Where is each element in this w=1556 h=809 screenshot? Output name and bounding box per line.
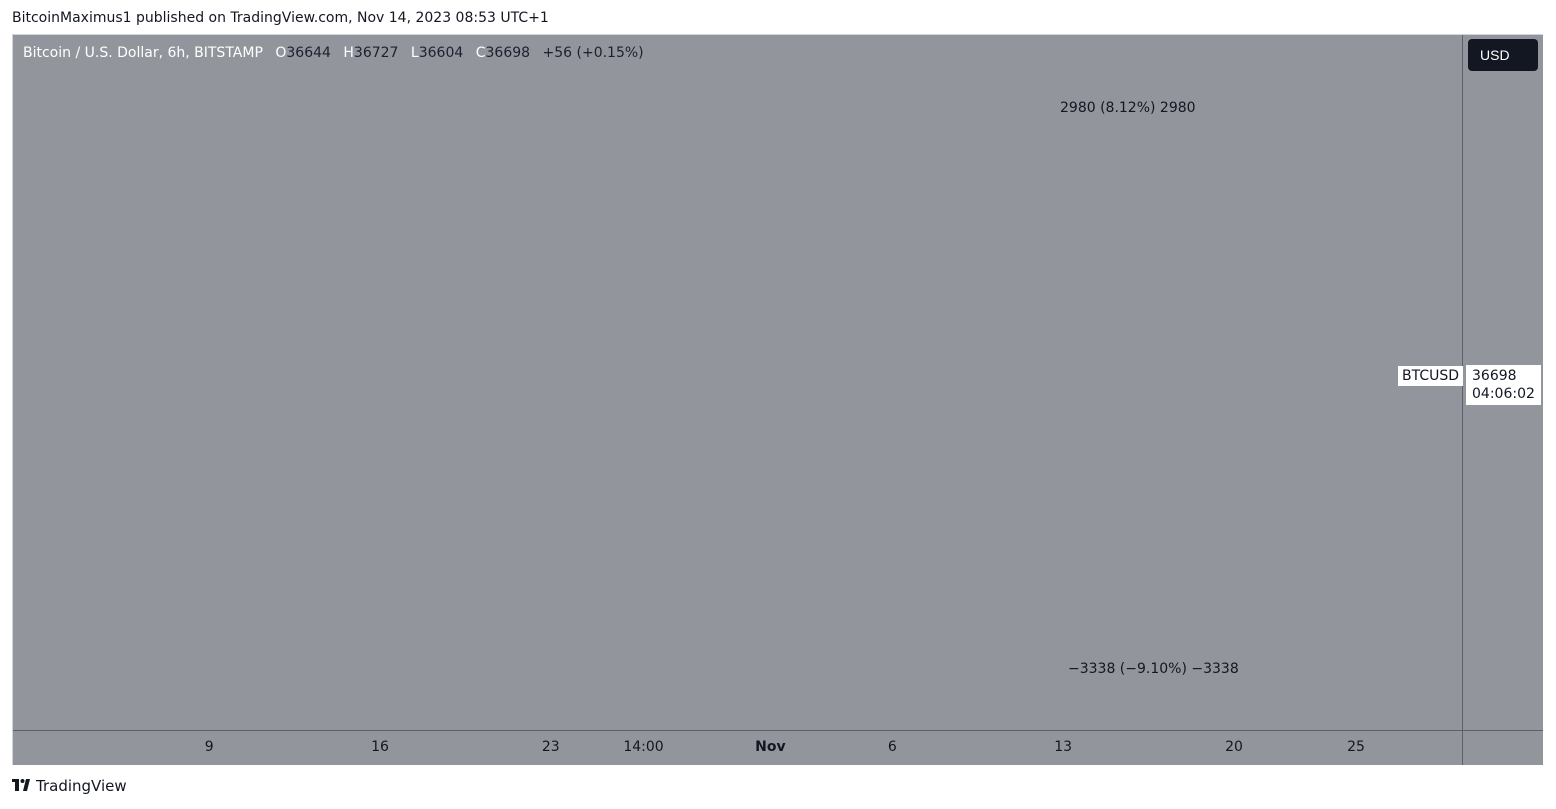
- change-value: +56 (+0.15%): [542, 45, 644, 61]
- time-tick-label: 25: [1347, 739, 1365, 755]
- axis-corner: [1462, 730, 1543, 765]
- time-axis[interactable]: [13, 730, 1462, 765]
- time-tick-label: 14:00: [623, 739, 664, 755]
- high-value: 36727: [353, 45, 399, 61]
- open-value: 36644: [286, 45, 331, 61]
- open-label: O: [275, 45, 287, 61]
- time-tick-label: 6: [887, 739, 897, 755]
- footer-brand-text: TradingView: [36, 777, 127, 795]
- symbol-info: Bitcoin / U.S. Dollar, 6h, BITSTAMP O366…: [23, 45, 644, 61]
- target-gain-label: 2980 (8.12%) 2980: [1060, 100, 1196, 116]
- last-price-value: 36698: [1472, 368, 1517, 384]
- time-tick-label: 16: [371, 739, 389, 755]
- symbol-title: Bitcoin / U.S. Dollar, 6h, BITSTAMP: [23, 45, 263, 61]
- tradingview-logo-icon: [12, 777, 30, 795]
- bar-countdown: 04:06:02: [1472, 386, 1535, 402]
- currency-button[interactable]: USD: [1468, 39, 1538, 71]
- downside-label: −3338 (−9.10%) −3338: [1068, 661, 1239, 677]
- last-price-tag: 36698 04:06:02: [1466, 365, 1541, 405]
- time-tick-label: 20: [1225, 739, 1243, 755]
- price-chart[interactable]: [13, 35, 1462, 730]
- close-value: 36698: [485, 45, 531, 61]
- time-tick-label: 13: [1054, 739, 1073, 755]
- high-label: H: [343, 45, 354, 61]
- low-label: L: [410, 45, 419, 61]
- chart-plot-area[interactable]: [13, 35, 1462, 730]
- close-label: C: [475, 45, 486, 61]
- symbol-tag: BTCUSD: [1398, 366, 1464, 386]
- time-tick-label: 9: [204, 739, 214, 755]
- published-byline: BitcoinMaximus1 published on TradingView…: [12, 10, 549, 26]
- time-tick-label: 23: [541, 739, 560, 755]
- time-tick-label: Nov: [755, 739, 786, 755]
- low-value: 36604: [418, 45, 464, 61]
- footer-brand[interactable]: TradingView: [12, 777, 127, 795]
